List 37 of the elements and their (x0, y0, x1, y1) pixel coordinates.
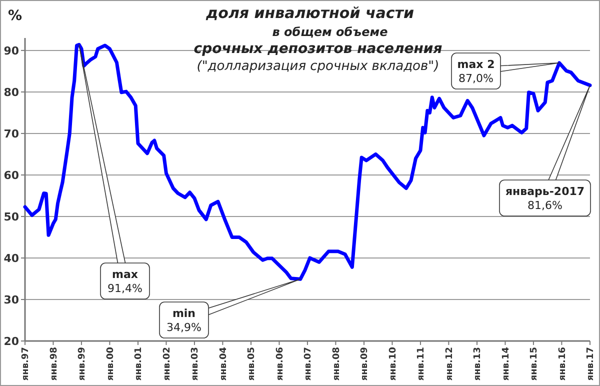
y-tick-label: 90 (4, 44, 20, 58)
annotation: max 91,4% (108, 268, 142, 295)
y-tick-label: 80 (4, 86, 20, 99)
x-tick-label: янв.11 (416, 347, 427, 381)
x-tick-label: янв.00 (106, 347, 116, 381)
annotation: январь-2017 81,6% (505, 185, 585, 212)
chart-subtitle: в общем объеме срочных депозитов населения ("долларизация срочных вкладов") (194, 25, 442, 74)
x-tick-label: янв.09 (360, 347, 370, 381)
x-tick-label: янв.13 (473, 347, 484, 381)
y-tick-label: 30 (4, 293, 20, 306)
x-tick-label: янв.17 (586, 347, 596, 381)
x-tick-label: янв.06 (275, 347, 286, 381)
y-tick-label: 50 (4, 210, 20, 224)
x-tick-label: янв.10 (388, 347, 398, 381)
x-tick-label: янв.03 (190, 347, 201, 381)
x-tick-label: янв.12 (444, 347, 455, 381)
y-tick-label: 60 (4, 168, 20, 182)
x-tick-label: янв.98 (49, 347, 60, 381)
line-series (23, 42, 592, 281)
y-tick-label: 70 (4, 127, 20, 140)
x-tick-label: янв.08 (332, 347, 342, 381)
annotation: max 2 87,0% (457, 58, 495, 85)
annotation: min 34,9% (166, 307, 202, 334)
x-tick-label: янв.02 (162, 347, 172, 381)
x-tick-label: янв.97 (21, 347, 32, 381)
x-tick-label: янв.99 (78, 347, 88, 381)
y-axis-title: % (8, 8, 22, 24)
x-tick-label: янв.16 (558, 347, 568, 381)
x-tick-label: янв.07 (304, 347, 314, 381)
x-tick-label: янв.15 (530, 347, 540, 381)
chart-title: доля инвалютной части (205, 4, 414, 22)
y-tick-label: 20 (4, 334, 20, 348)
x-tick-label: янв.14 (501, 347, 512, 381)
x-tick-label: янв.04 (218, 347, 229, 381)
x-tick-label: янв.01 (134, 347, 144, 381)
x-tick-label: янв.05 (247, 347, 258, 381)
y-tick-label: 40 (4, 252, 20, 265)
